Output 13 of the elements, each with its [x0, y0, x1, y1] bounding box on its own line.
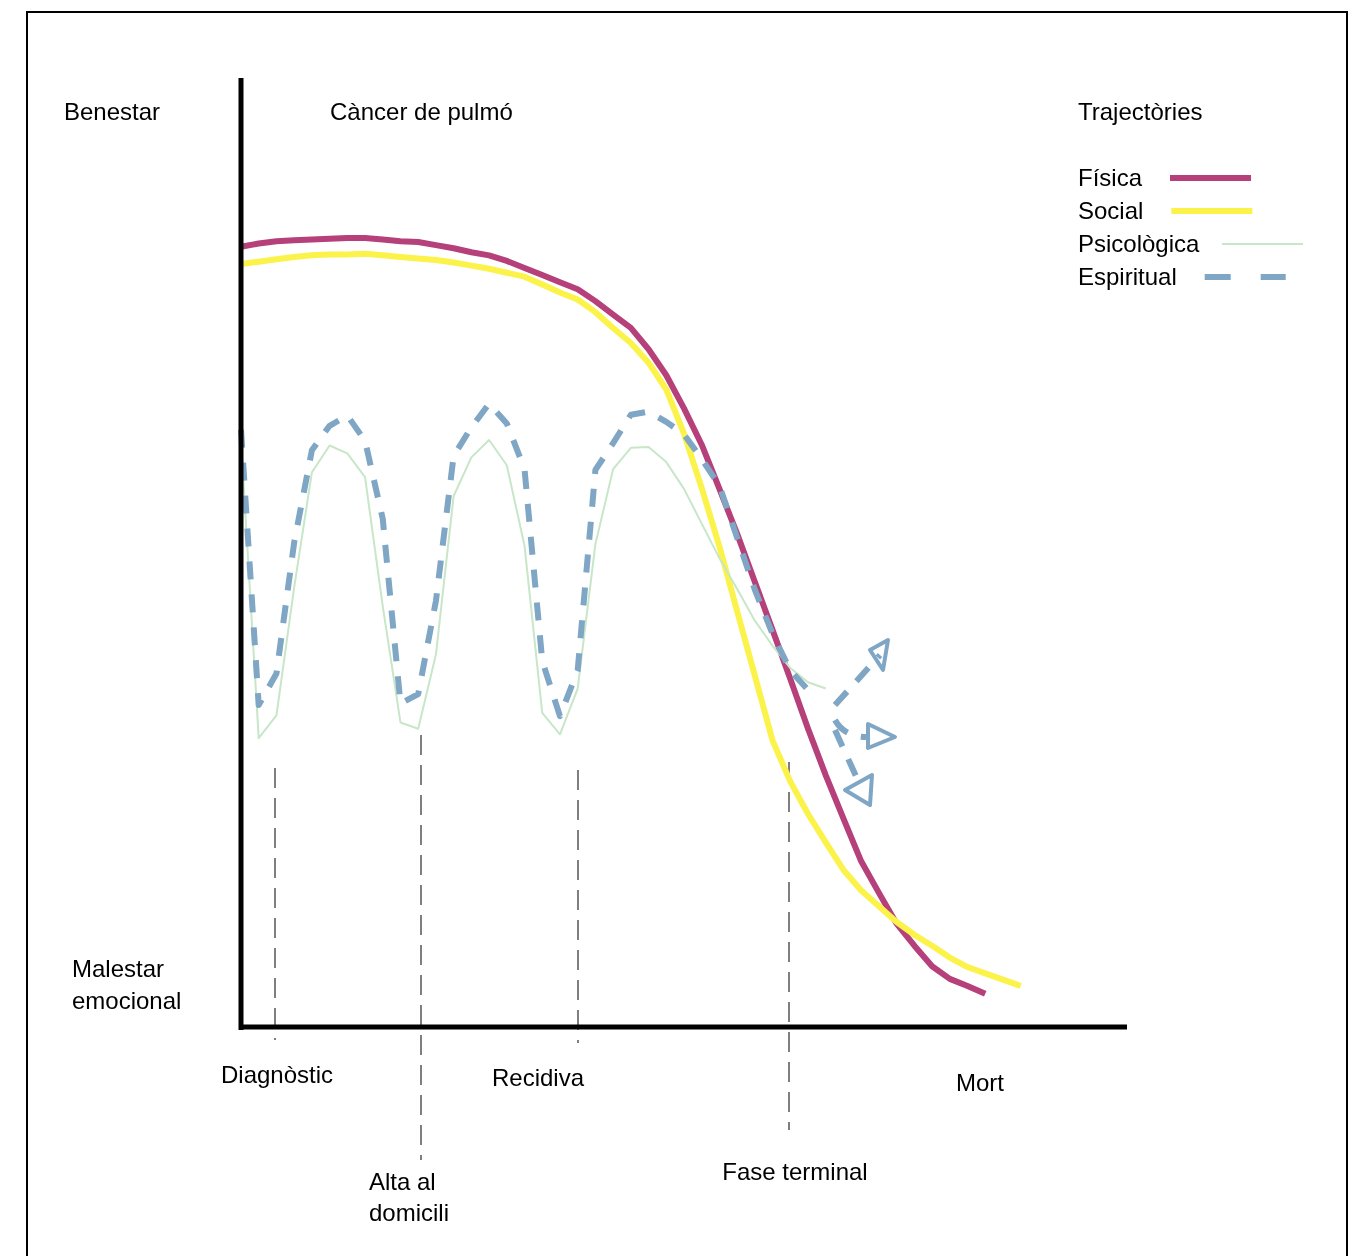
text: Diagnòstic — [220, 1061, 334, 1088]
legend-label: Social — [1078, 197, 1144, 224]
legend-title: Trajectòries — [1078, 98, 1203, 125]
text: Malestar emocional — [72, 955, 182, 1014]
text: Benestar — [64, 98, 161, 125]
legend-label: Física — [1078, 164, 1143, 191]
text: Recidiva — [491, 1064, 585, 1091]
text: Alta al domicili — [369, 1168, 450, 1226]
chart-title: Càncer de pulmó — [330, 98, 513, 125]
text: Mort — [956, 1069, 1005, 1096]
legend-label: Espiritual — [1078, 263, 1177, 290]
text: Fase terminal — [722, 1158, 868, 1185]
legend-label: Psicològica — [1078, 230, 1201, 257]
